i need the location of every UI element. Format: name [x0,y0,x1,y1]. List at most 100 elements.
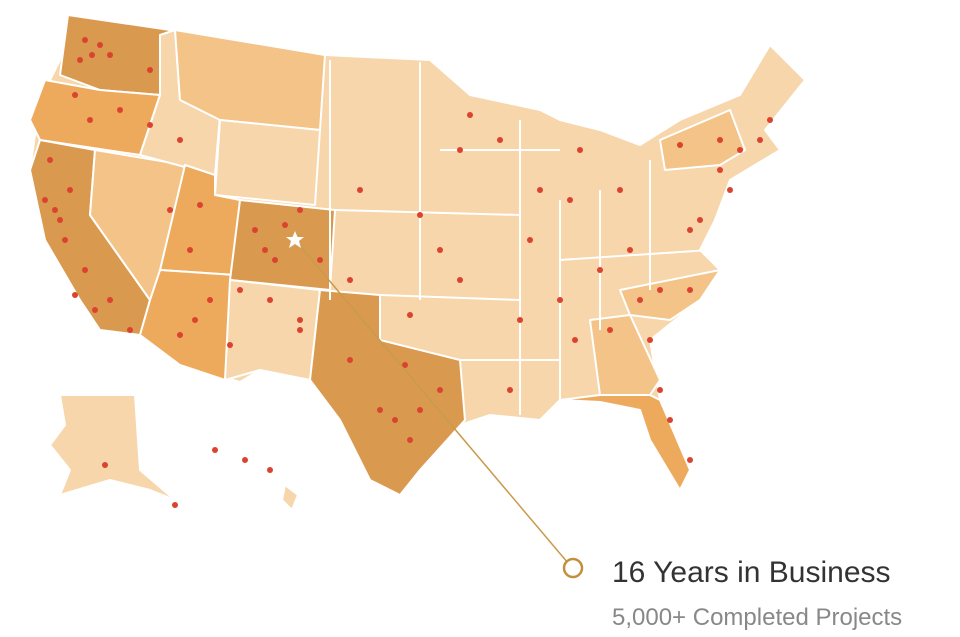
project-dot [82,267,88,273]
project-dot [207,297,213,303]
project-dot [62,237,68,243]
project-dot [507,387,513,393]
project-dot [737,147,743,153]
headline: 16 Years in Business [612,556,891,589]
project-dot [272,257,278,263]
legend-marker [562,557,584,579]
project-dot [437,387,443,393]
project-dot [407,312,413,318]
project-dot [572,337,578,343]
project-dot [402,362,408,368]
project-dot [467,112,473,118]
project-dot [227,342,233,348]
project-dot [52,207,58,213]
project-dot [117,107,123,113]
project-dot [267,297,273,303]
project-dot [87,117,93,123]
state-ga [589,314,661,396]
project-dot [317,257,323,263]
project-dot [242,457,248,463]
project-dot [727,187,733,193]
project-dot [177,137,183,143]
hq-star [286,231,304,248]
project-dot [107,297,113,303]
project-dot [657,387,663,393]
project-dot [577,147,583,153]
project-dot [187,247,193,253]
state-fl [559,394,691,491]
project-dot [127,327,133,333]
project-dot [97,42,103,48]
state-nc [619,269,721,321]
project-dot [357,187,363,193]
project-dot [102,462,108,468]
project-dot [627,247,633,253]
project-dot [297,317,303,323]
project-dot [47,157,53,163]
project-dot [252,227,258,233]
project-dot [72,292,78,298]
project-dot [567,197,573,203]
project-dot [717,137,723,143]
project-dot [417,212,423,218]
state-co [229,199,336,291]
project-dot [107,52,113,58]
state-az [139,269,236,381]
project-dot [687,457,693,463]
alaska [49,394,176,501]
project-dot [637,297,643,303]
project-dot [557,297,563,303]
project-dot [347,277,353,283]
state-ny [659,109,746,171]
project-dot [172,502,178,508]
project-dot [537,187,543,193]
project-dot [147,67,153,73]
project-dot [197,202,203,208]
project-dot [457,277,463,283]
project-dot [212,447,218,453]
project-dot [267,467,273,473]
project-dot [517,317,523,323]
subline: 5,000+ Completed Projects [612,604,902,631]
project-dot [42,197,48,203]
project-dot [697,217,703,223]
project-dot [457,147,463,153]
project-dot [167,207,173,213]
state-nm [224,279,321,381]
project-dot [677,142,683,148]
project-dot [407,437,413,443]
project-dot [437,247,443,253]
project-dot [72,92,78,98]
project-dot [297,207,303,213]
project-dot [617,187,623,193]
project-dot [237,287,243,293]
project-dot [77,57,83,63]
project-dot [687,287,693,293]
project-dot [262,247,268,253]
project-dot [347,357,353,363]
project-dot [767,117,773,123]
project-dot [647,337,653,343]
project-dot [92,307,98,313]
project-dot [282,222,288,228]
project-dot [392,417,398,423]
project-dot [377,407,383,413]
project-dot [297,327,303,333]
project-dot [667,417,673,423]
project-dot [607,327,613,333]
project-dot [757,137,763,143]
hawaii [281,484,299,511]
project-dot [82,37,88,43]
project-dot [67,187,73,193]
project-dot [497,137,503,143]
state-wy [214,119,321,206]
project-dot [417,407,423,413]
us-map [29,14,806,511]
project-dot [527,237,533,243]
state-tx [309,289,466,496]
project-dots [42,37,773,508]
project-dot [177,332,183,338]
project-dot [687,227,693,233]
project-dot [89,52,95,58]
